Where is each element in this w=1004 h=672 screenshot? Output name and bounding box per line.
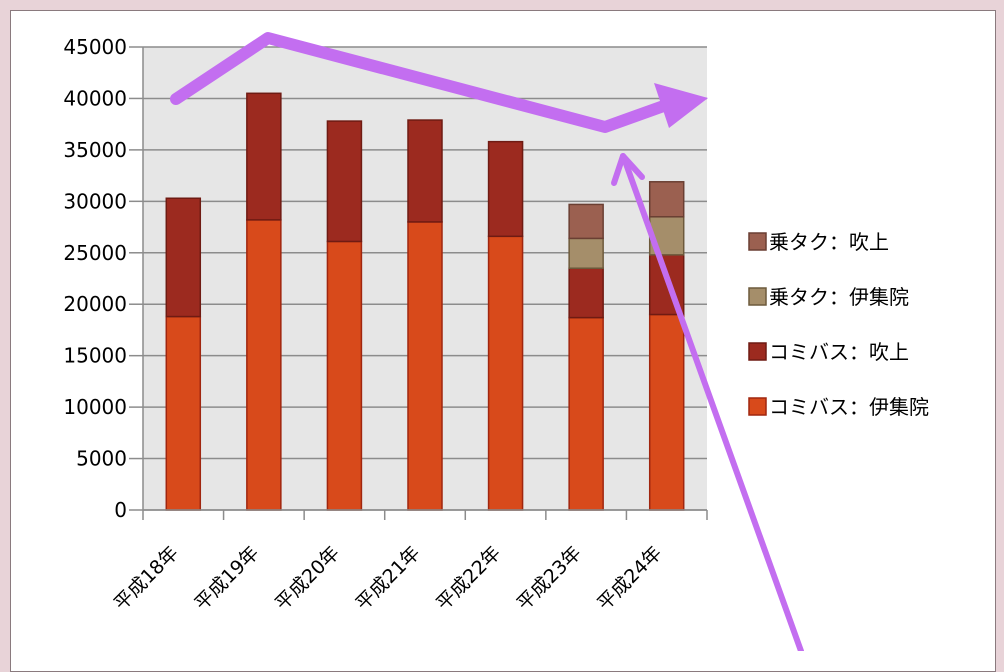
trend-arrow-head	[654, 83, 708, 128]
chart-frame: 45000 40000 35000 30000 25000 20000 15000 10000…	[10, 10, 996, 672]
bar-segment	[648, 181, 685, 218]
pointer-arrow-head-left	[611, 153, 626, 186]
bar-segment	[568, 203, 604, 240]
bar-segment	[568, 316, 604, 511]
y-tick-label: 40000	[63, 86, 127, 110]
legend-swatch	[748, 342, 767, 361]
legend-label: コミバス：吹上	[769, 340, 909, 364]
bar-segment	[648, 313, 685, 511]
y-tick-label: 30000	[63, 189, 127, 213]
y-tick-label: 5000	[76, 447, 127, 471]
bar-segment	[487, 140, 524, 238]
legend-swatch	[748, 287, 767, 306]
stacked-bar-chart: 45000 40000 35000 30000 25000 20000 15000 10000…	[63, 32, 929, 651]
y-tick-label: 20000	[63, 292, 127, 316]
annotation-arrows	[170, 32, 804, 651]
bar-segment	[568, 237, 604, 269]
axes	[142, 47, 708, 520]
pointer-arrow-head-right	[620, 153, 645, 180]
x-tick-label: 平成20年	[271, 542, 344, 615]
y-tick-label: 0	[114, 498, 127, 522]
bar-segment	[246, 219, 282, 511]
legend-swatch	[748, 232, 767, 251]
pointer-arrow-line	[622, 158, 804, 651]
x-tick-label: 平成19年	[190, 542, 263, 615]
y-tick-label: 10000	[63, 395, 127, 419]
bar-segment	[407, 221, 443, 511]
legend-swatch	[748, 397, 767, 416]
bars	[165, 92, 685, 511]
y-tick-label: 45000	[63, 35, 127, 59]
legend-label: コミバス：伊集院	[769, 395, 929, 419]
legend-label: 乗タク：伊集院	[769, 285, 909, 309]
bar-segment	[407, 119, 443, 223]
trend-arrow-line	[170, 32, 678, 133]
x-tick-label: 平成24年	[593, 542, 666, 615]
bar-segment	[487, 235, 524, 511]
x-tick-label: 平成18年	[110, 542, 183, 615]
bar-segment	[568, 267, 604, 319]
x-tick-label: 平成22年	[432, 542, 505, 615]
bar-segment	[326, 240, 363, 511]
x-tick-label: 平成23年	[513, 542, 586, 615]
bar-segment	[165, 315, 202, 511]
y-tick-label: 25000	[63, 241, 127, 265]
bar-segment	[326, 120, 363, 243]
legend-label: 乗タク：吹上	[769, 230, 889, 254]
x-tick-labels: 平成18年 平成19年 平成20年 平成21年 平成22年 平成23年 平成24年	[110, 542, 666, 615]
x-tick-label: 平成21年	[352, 542, 425, 615]
y-tick-label: 35000	[63, 138, 127, 162]
y-tick-labels: 45000 40000 35000 30000 25000 20000 15000 10000…	[63, 35, 127, 522]
y-tick-label: 15000	[63, 344, 127, 368]
bar-segment	[165, 197, 202, 318]
bar-segment	[246, 92, 282, 221]
